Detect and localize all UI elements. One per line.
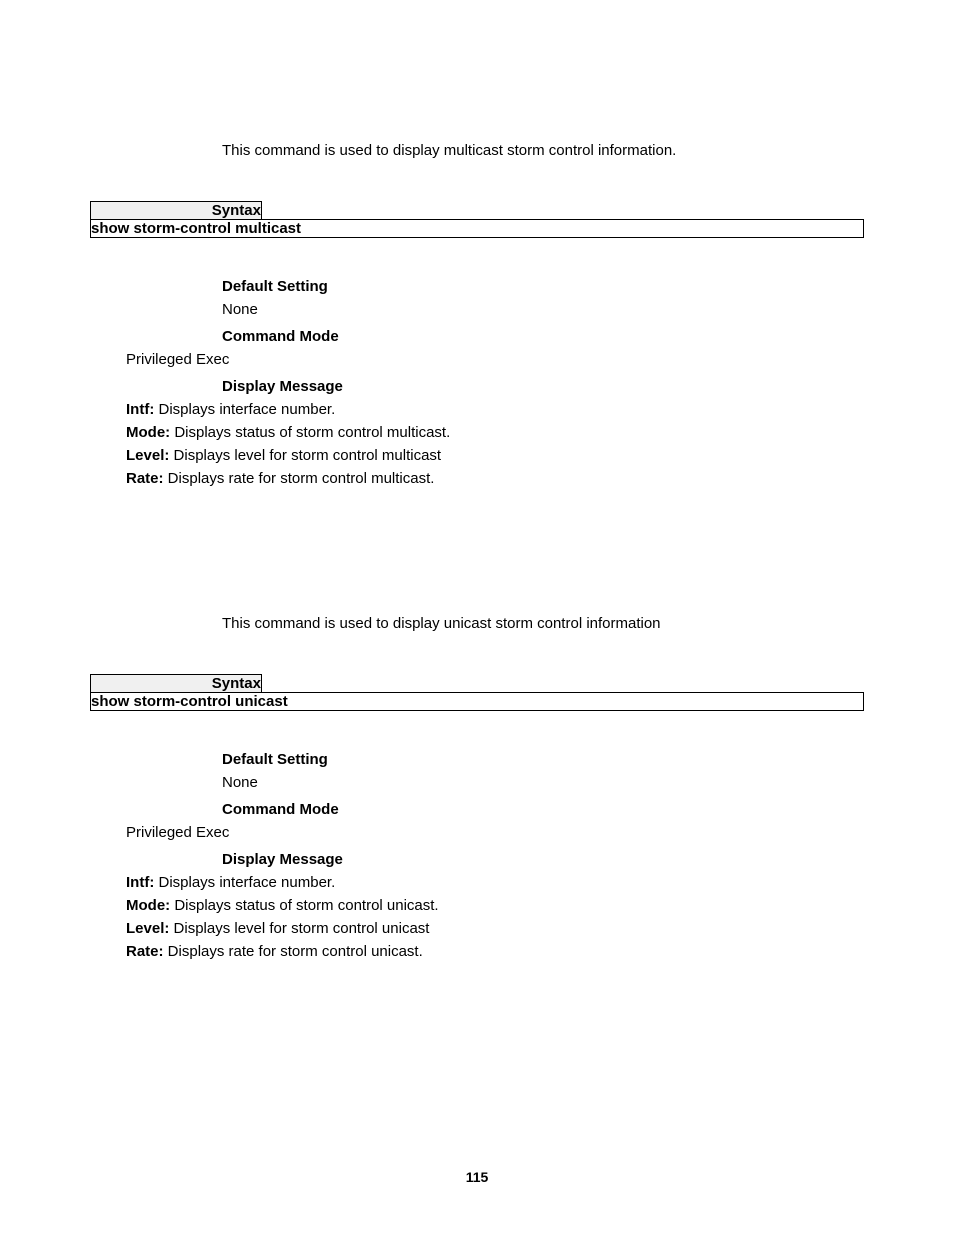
- message-key: Intf:: [126, 401, 154, 418]
- syntax-spacer: [262, 202, 864, 220]
- intro-text: This command is used to display unicast …: [222, 613, 864, 634]
- syntax-command: show storm-control unicast: [91, 693, 864, 711]
- message-line: Mode: Displays status of storm control u…: [126, 897, 864, 914]
- syntax-label: Syntax: [91, 675, 262, 693]
- message-key: Intf:: [126, 874, 154, 891]
- message-key: Mode:: [126, 424, 170, 441]
- message-line: Rate: Displays rate for storm control mu…: [126, 470, 864, 487]
- document-page: This command is used to display multicas…: [0, 0, 954, 1235]
- syntax-box: Syntax show storm-control multicast: [90, 201, 864, 238]
- page-number: 115: [0, 1169, 954, 1185]
- command-mode-heading: Command Mode: [222, 801, 864, 818]
- message-text: Displays interface number.: [154, 874, 335, 891]
- message-line: Mode: Displays status of storm control m…: [126, 424, 864, 441]
- command-mode-value: Privileged Exec: [126, 351, 864, 368]
- default-setting-value: None: [222, 301, 864, 318]
- syntax-spacer: [262, 675, 864, 693]
- message-key: Rate:: [126, 470, 164, 487]
- display-message-heading: Display Message: [222, 378, 864, 395]
- message-line: Level: Displays level for storm control …: [126, 920, 864, 937]
- intro-text: This command is used to display multicas…: [222, 140, 864, 161]
- message-key: Level:: [126, 447, 169, 464]
- message-text: Displays interface number.: [154, 401, 335, 418]
- message-text: Displays rate for storm control multicas…: [164, 470, 435, 487]
- message-key: Level:: [126, 920, 169, 937]
- command-mode-value: Privileged Exec: [126, 824, 864, 841]
- default-setting-value: None: [222, 774, 864, 791]
- display-message-heading: Display Message: [222, 851, 864, 868]
- default-setting-heading: Default Setting: [222, 278, 864, 295]
- message-line: Level: Displays level for storm control …: [126, 447, 864, 464]
- message-text: Displays rate for storm control unicast.: [164, 943, 423, 960]
- syntax-box: Syntax show storm-control unicast: [90, 674, 864, 711]
- command-mode-heading: Command Mode: [222, 328, 864, 345]
- syntax-command: show storm-control multicast: [91, 220, 864, 238]
- message-text: Displays status of storm control unicast…: [170, 897, 438, 914]
- message-line: Rate: Displays rate for storm control un…: [126, 943, 864, 960]
- section-gap: [90, 493, 864, 613]
- message-key: Mode:: [126, 897, 170, 914]
- message-text: Displays status of storm control multica…: [170, 424, 450, 441]
- message-line: Intf: Displays interface number.: [126, 874, 864, 891]
- message-line: Intf: Displays interface number.: [126, 401, 864, 418]
- message-text: Displays level for storm control multica…: [169, 447, 441, 464]
- default-setting-heading: Default Setting: [222, 751, 864, 768]
- message-key: Rate:: [126, 943, 164, 960]
- syntax-label: Syntax: [91, 202, 262, 220]
- message-text: Displays level for storm control unicast: [169, 920, 429, 937]
